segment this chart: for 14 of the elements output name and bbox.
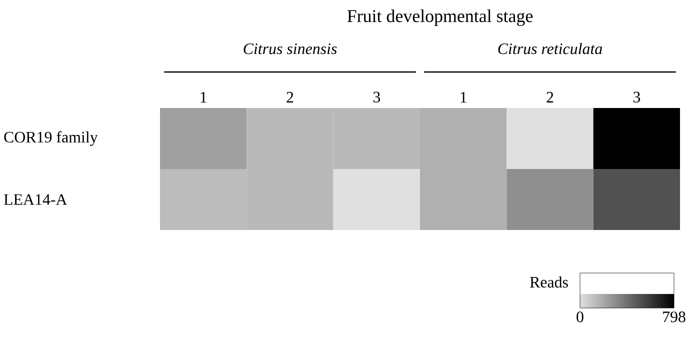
color-bar-label: 798 — [663, 312, 686, 322]
x-tick-label: 3 — [633, 92, 640, 102]
x-tick-label: 1 — [460, 92, 466, 102]
text: Citrus reticulata — [498, 42, 602, 54]
x-tick-label: 3 — [373, 92, 380, 102]
color-bar-label: 0 — [576, 312, 584, 322]
text: Citrus sinensis — [244, 43, 337, 54]
x-tick-label: 1 — [200, 92, 206, 102]
x-tick-label: 2 — [546, 92, 554, 102]
chart-title: Fruit developmental stage — [347, 10, 533, 26]
color-bar-title: Reads — [530, 276, 568, 288]
x-tick-label: 2 — [286, 92, 294, 102]
y-tick-label: LEA14-A — [4, 194, 68, 205]
y-tick-label: COR19 family — [4, 131, 98, 146]
